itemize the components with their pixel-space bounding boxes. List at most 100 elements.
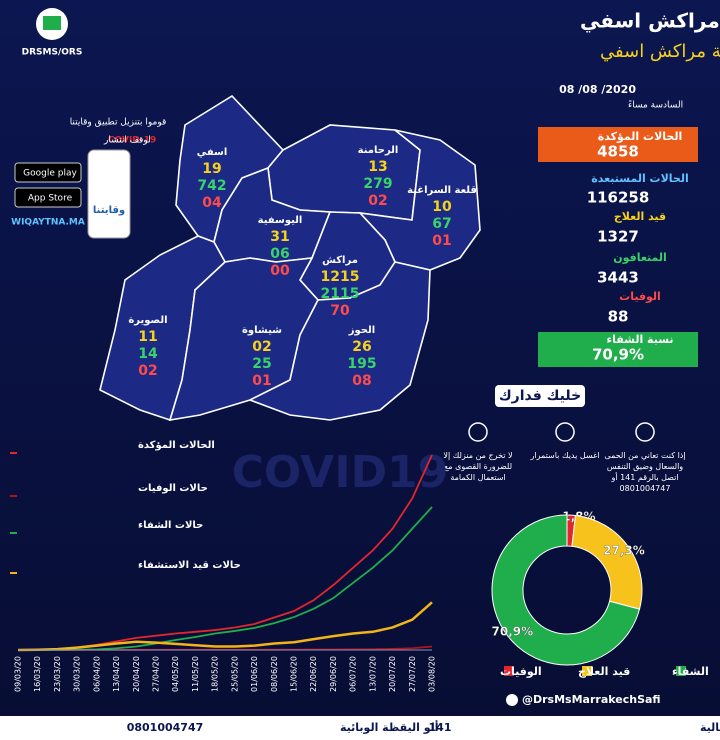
x-tick-label: 18/05/20 [211, 656, 220, 692]
google-text[interactable]: Google play [23, 169, 77, 179]
x-tick-label: 13/04/20 [112, 656, 121, 692]
x-tick-label: 20/07/20 [388, 656, 397, 692]
slice-label: 70,9% [492, 625, 534, 639]
region-recovered: 06 [270, 246, 289, 262]
phone [87, 149, 131, 239]
app-site[interactable]: WIQAYTNA.MA [11, 218, 85, 228]
region-treatment: 31 [270, 229, 289, 245]
x-tick-label: 08/06/20 [270, 656, 279, 692]
google-badge[interactable] [14, 162, 82, 183]
slice-label: 27,3% [603, 544, 645, 558]
region-deaths: 02 [368, 193, 387, 209]
subtitle: الرصد الصحي لفيروس كورونا حسب أقاليم جهة… [600, 39, 720, 62]
region-treatment: 10 [432, 199, 452, 215]
x-tick-label: 29/06/20 [329, 656, 338, 692]
region-recovered: 279 [363, 176, 392, 192]
line-chart: 09/03/20 16/03/20 23/03/20 30/03/20 06/04/20… [10, 440, 437, 692]
region-treatment: 26 [352, 339, 371, 355]
region-haouz [248, 261, 431, 421]
tips: إذا كنت تعاني من الحمى والسعال وضيق التنف… [443, 422, 686, 493]
x-tick-label: 13/07/20 [368, 656, 377, 692]
legend-swatch [676, 666, 686, 676]
region-deaths: 04 [202, 195, 222, 211]
region-deaths: 00 [270, 263, 290, 279]
x-tick-label: 25/05/20 [230, 656, 239, 692]
stat-label: المتعافون [613, 251, 667, 264]
apple-text[interactable]: App Store [28, 194, 73, 204]
series-line [17, 601, 433, 652]
stat-value: 3443 [597, 269, 639, 287]
region-recovered: 2115 [321, 286, 360, 302]
region-recovered: 67 [432, 216, 451, 232]
date: 08 /08 /2020 [559, 83, 636, 96]
app-name: وقايتنا [93, 205, 125, 216]
tip-text: لا تخرج من منزلك إلا للضرورة القصوى مع است… [443, 451, 512, 482]
region-treatment: 11 [138, 329, 157, 345]
app-line: لوقف انتشار [103, 136, 151, 146]
x-tick-label: 22/06/20 [309, 656, 318, 692]
x-tick-label: 27/07/20 [408, 656, 417, 692]
x-tick-label: 16/03/20 [33, 656, 42, 692]
stat-value: 1327 [597, 228, 639, 246]
epi-number[interactable]: 0801004747 [127, 721, 204, 734]
region-deaths: 70 [330, 303, 350, 319]
tip-icon [468, 422, 488, 442]
region-recovered: 14 [138, 346, 158, 362]
x-tick-label: 30/03/20 [73, 656, 82, 692]
legend-swatch [10, 495, 17, 497]
legend-label: الشفاء [672, 665, 709, 678]
tip-text: اغسل يديك باستمرار [530, 451, 600, 460]
stat-value: 116258 [587, 189, 650, 207]
facebook-icon [506, 694, 518, 706]
region-name: الصويرة [128, 315, 167, 326]
time: السادسة مساءً [628, 100, 683, 111]
region-deaths: 01 [432, 233, 451, 249]
x-tick-label: 20/04/20 [132, 656, 141, 692]
social[interactable]: @DrsMsMarrakechSafi [522, 693, 661, 706]
legend-label: حالات قيد الاستشفاء [138, 560, 241, 571]
x-tick-label: 03/08/20 [428, 656, 437, 692]
stat-label: الحالات المستبعدة [591, 172, 689, 185]
stat-value: 4858 [597, 143, 639, 161]
emergency-number[interactable]: 141 [429, 721, 452, 734]
legend-label: الحالات المؤكدة [138, 440, 215, 451]
x-tick-label: 01/06/20 [250, 656, 259, 692]
stat-box [538, 127, 698, 162]
region-name: قلعة السراغنة [407, 185, 477, 196]
stat-label: قيد العلاج [614, 210, 666, 224]
watermark: COVID19 [232, 447, 449, 498]
x-tick-label: 06/04/20 [92, 656, 101, 692]
region-name: اسفي [197, 147, 228, 158]
region-deaths: 02 [138, 363, 157, 379]
region-treatment: 19 [202, 161, 221, 177]
x-tick-label: 23/03/20 [53, 656, 62, 692]
legend-label: حالات الوفيات [138, 483, 208, 494]
region-deaths: 01 [252, 373, 271, 389]
apple-badge[interactable] [14, 187, 82, 208]
app-line: قوموا بتنزيل تطبيق وقايتنا [70, 118, 167, 128]
stat-box [538, 332, 698, 367]
x-tick-label: 11/05/20 [191, 656, 200, 692]
epi-label: ألو اليقظة الوبائية [340, 720, 439, 734]
region-name: شيشاوة [242, 325, 282, 336]
region-deaths: 08 [352, 373, 371, 389]
stat-label: نسبة الشفاء [606, 333, 673, 346]
stat-label: الوفيات [619, 290, 661, 303]
x-tick-label: 06/07/20 [349, 656, 358, 692]
tip-icon [635, 422, 655, 442]
region-treatment: 1215 [321, 269, 360, 285]
logo-text: DRSMS/ORS [22, 48, 83, 58]
tips-title: خليك فدارك [499, 388, 581, 404]
region-name: الرحامنة [358, 145, 399, 156]
x-tick-label: 09/03/20 [14, 656, 23, 692]
region-name: اليوسفية [258, 215, 303, 226]
legend-swatch [504, 666, 514, 676]
donut-slice [491, 514, 641, 666]
logo-icon [43, 16, 61, 30]
app-covid: COVID-19 [108, 136, 156, 146]
emergency-label: ألو المساعدة الطبية الاستعجالية [700, 720, 720, 734]
